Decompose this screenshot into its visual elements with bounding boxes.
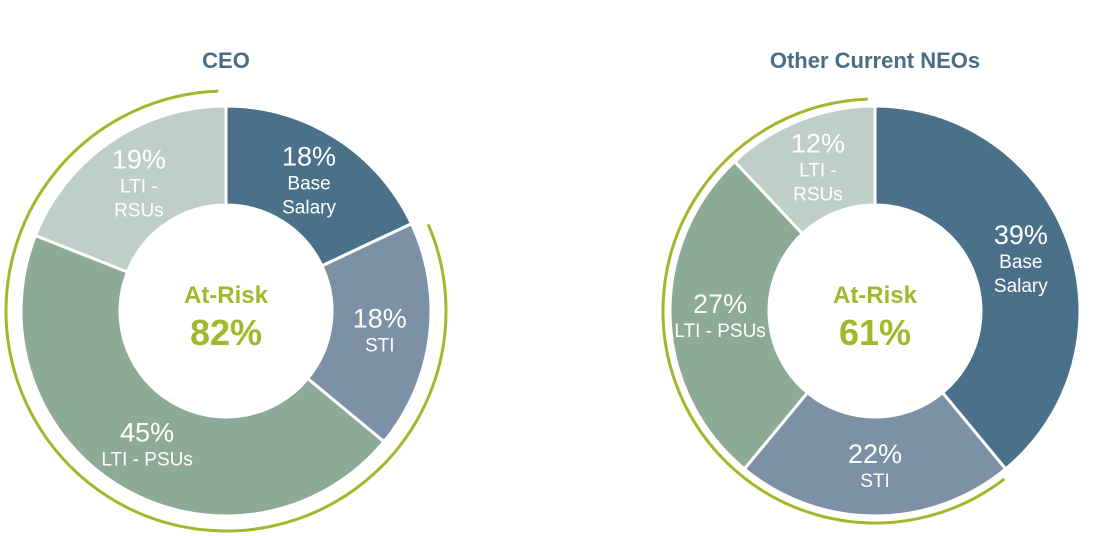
ceo-center-label: At-Risk xyxy=(184,282,269,309)
ceo-at-risk-arc xyxy=(4,89,448,533)
ceo-slice-label-base-salary: Base xyxy=(287,174,330,195)
neo-slice-value-base-salary: 39% xyxy=(994,220,1048,250)
neo-center-value: 61% xyxy=(839,312,911,353)
ceo-slice-value-base-salary: 18% xyxy=(282,142,336,172)
ceo-center-value: 82% xyxy=(190,312,262,353)
neo-slice-base-salary xyxy=(873,104,1082,472)
neo-at-risk-arc xyxy=(661,97,1006,525)
ceo-slice-lti-rsus xyxy=(33,104,228,274)
neo-slice-label-sti: STI xyxy=(860,471,890,492)
ceo-slice-label-lti-rsus: LTI - xyxy=(120,176,158,197)
ceo-slice-label-lti-psus: LTI - PSUs xyxy=(101,449,193,470)
ceo-slice-sti xyxy=(305,221,433,444)
neo-slice-lti-psus xyxy=(668,159,810,472)
neo-slice-label-lti-rsus: LTI - xyxy=(799,160,837,181)
neo-slice-label-lti-rsus: RSUs xyxy=(793,184,843,205)
neo-chart-title: Other Current NEOs xyxy=(770,48,980,73)
ceo-slice-value-lti-rsus: 19% xyxy=(112,144,166,174)
neo-slice-sti xyxy=(742,390,1008,518)
ceo-slice-label-sti: STI xyxy=(365,335,395,356)
ceo-slice-base-salary xyxy=(224,104,414,268)
neo-slice-value-sti: 22% xyxy=(848,439,902,469)
ceo-chart-title: CEO xyxy=(202,48,250,73)
neo-center-label: At-Risk xyxy=(833,282,918,309)
neo-slice-value-lti-rsus: 12% xyxy=(791,128,845,158)
neo-slice-lti-rsus xyxy=(732,104,877,236)
neo-donut-chart: Other Current NEOs 39%Base Salary 22%STI 27%… xyxy=(661,48,1082,525)
ceo-slice-value-sti: 18% xyxy=(353,303,407,333)
ceo-slice-lti-psus xyxy=(19,233,387,518)
neo-slice-value-lti-psus: 27% xyxy=(693,289,747,319)
neo-slice-label-base-salary: Salary xyxy=(994,276,1048,297)
neo-slice-label-base-salary: Base xyxy=(999,252,1042,273)
neo-slice-label-lti-psus: LTI - PSUs xyxy=(674,321,766,342)
ceo-slice-label-lti-rsus: RSUs xyxy=(114,200,164,221)
ceo-slice-value-lti-psus: 45% xyxy=(120,417,174,447)
ceo-slice-label-base-salary: Salary xyxy=(282,198,336,219)
